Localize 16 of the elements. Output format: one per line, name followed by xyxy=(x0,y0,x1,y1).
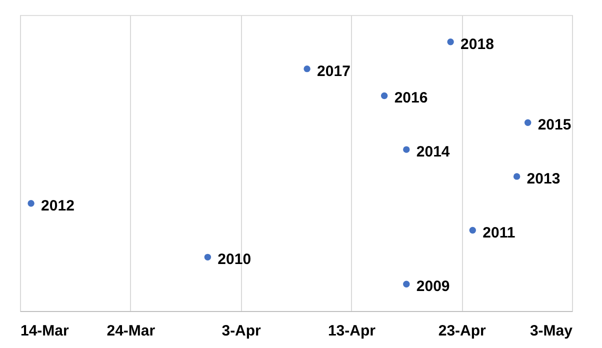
data-label: 2012 xyxy=(41,197,74,214)
data-label: 2018 xyxy=(460,36,494,53)
data-label: 2016 xyxy=(394,90,428,107)
data-label: 2015 xyxy=(538,116,572,134)
data-label: 2009 xyxy=(416,278,450,296)
data-label: 2017 xyxy=(317,62,350,80)
data-label: 2010 xyxy=(218,251,252,268)
data-label: 2013 xyxy=(526,170,560,188)
x-tick-label: 3-Apr xyxy=(222,322,262,340)
x-tick-label: 3-May xyxy=(530,322,574,340)
x-tick-label: 24-Mar xyxy=(106,322,156,340)
x-tick-label: 23-Apr xyxy=(438,322,486,340)
x-tick-label: 14-Mar xyxy=(20,322,70,340)
x-tick-label: 13-Apr xyxy=(328,322,376,340)
data-label: 2014 xyxy=(416,144,450,161)
data-label: 2011 xyxy=(482,224,516,242)
